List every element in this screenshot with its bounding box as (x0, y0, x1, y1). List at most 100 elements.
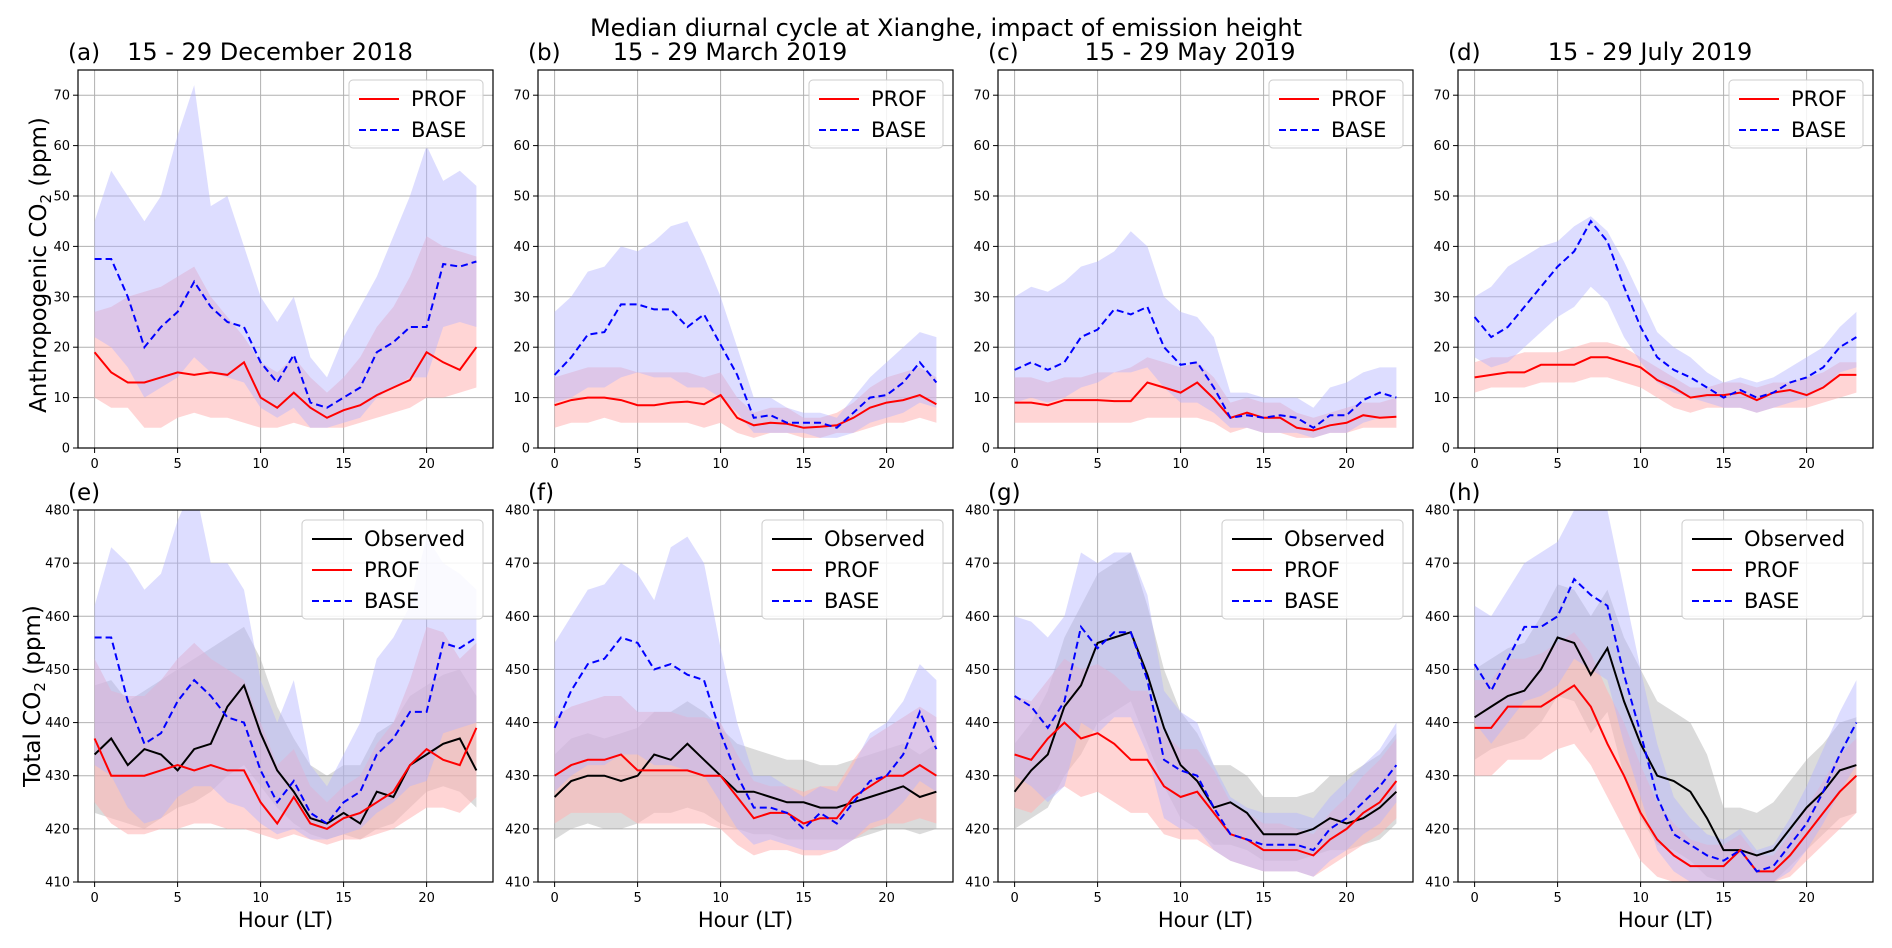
y-tick-label: 20 (973, 341, 990, 356)
x-tick-label: 15 (795, 891, 812, 906)
y-tick-label: 460 (505, 610, 530, 625)
band-base (554, 536, 937, 851)
series-layer (1473, 216, 1857, 413)
x-tick-label: 15 (1255, 891, 1272, 906)
panel-title: 15 - 29 December 2018 (127, 38, 413, 66)
x-tick-label: 5 (1093, 457, 1101, 472)
x-tick-label: 15 (1715, 457, 1732, 472)
plot-frame (77, 69, 494, 449)
y-tick-label: 410 (45, 876, 70, 891)
band-base (1474, 510, 1857, 882)
panel-label: (e) (68, 480, 100, 506)
panel-label: (g) (988, 480, 1021, 506)
band-prof (554, 696, 937, 856)
y-tick-label: 470 (45, 557, 70, 572)
y-tick-label: 20 (53, 341, 70, 356)
y-tick-label: 460 (45, 610, 70, 625)
x-tick-label: 5 (633, 457, 641, 472)
x-tick-label: 20 (1338, 891, 1355, 906)
x-tick-label: 5 (173, 891, 181, 906)
plot-frame (1457, 69, 1874, 449)
x-tick-label: 0 (90, 457, 98, 472)
x-tick-label: 15 (795, 457, 812, 472)
line-base (94, 636, 477, 825)
legend-box (1681, 519, 1864, 620)
line-prof (1014, 721, 1398, 857)
legend-label-prof: PROF (411, 87, 467, 111)
x-tick-label: 5 (173, 457, 181, 472)
legend: PROF BASE (808, 79, 944, 149)
legend: PROF BASE (1728, 79, 1864, 149)
y-tick-label: 30 (973, 290, 990, 305)
legend-label-prof: PROF (1744, 558, 1800, 582)
x-tick-label: 20 (1798, 457, 1815, 472)
panel-b: 0 5 10 15 20 0 10 20 30 40 50 60 70 (b) 15 - 29 March … (513, 38, 954, 472)
legend-label-base: BASE (824, 589, 879, 613)
legend: Observed PROF BASE (301, 519, 484, 620)
y-tick-label: 480 (505, 504, 530, 519)
band-prof (94, 236, 477, 428)
panel-label: (h) (1448, 480, 1481, 506)
y-tick-label: 420 (45, 822, 70, 837)
legend-label-base: BASE (871, 118, 926, 142)
y-tick-label: 470 (965, 557, 990, 572)
y-tick-label: 480 (1425, 504, 1450, 519)
panel-e: 0 5 10 15 20 410 420 430 440 450 460 470 480(e) Hour … (45, 480, 494, 932)
y-tick-label: 470 (1425, 557, 1450, 572)
y-tick-label: 70 (513, 89, 530, 104)
y-tick-label: 60 (513, 139, 530, 154)
legend-label-prof: PROF (364, 558, 420, 582)
x-tick-label: 20 (418, 457, 435, 472)
y-tick-label: 440 (45, 716, 70, 731)
y-tick-label: 410 (1425, 876, 1450, 891)
y-tick-label: 430 (965, 769, 990, 784)
y-tick-label: 430 (45, 769, 70, 784)
panel-label: (c) (988, 40, 1019, 66)
y-tick-label: 60 (1433, 139, 1450, 154)
y-tick-label: 40 (513, 240, 530, 255)
x-tick-label: 20 (1338, 457, 1355, 472)
y-tick-label: 60 (973, 139, 990, 154)
y-tick-label: 10 (1433, 391, 1450, 406)
x-tick-label: 0 (1010, 457, 1018, 472)
y-tick-label: 30 (1433, 290, 1450, 305)
y-tick-label: 0 (522, 442, 530, 457)
band-prof (94, 626, 477, 845)
series-layer (1473, 510, 1858, 882)
band-prof (1474, 342, 1857, 413)
panel-label: (d) (1448, 40, 1481, 66)
y-tick-label: 20 (513, 341, 530, 356)
legend-label-observed: Observed (364, 527, 465, 551)
x-tick-label: 20 (878, 891, 895, 906)
band-prof (554, 367, 937, 438)
figure-title: Median diurnal cycle at Xianghe, impact … (590, 14, 1302, 42)
y-tick-label: 40 (53, 240, 70, 255)
legend-label-base: BASE (364, 589, 419, 613)
panel-h: 0 5 10 15 20 410 420 430 440 450 460 470 480(h) Hour … (1425, 480, 1874, 932)
y-tick-label: 460 (965, 610, 990, 625)
line-prof (93, 346, 478, 419)
x-tick-label: 10 (712, 457, 729, 472)
panel-title: 15 - 29 March 2019 (613, 38, 848, 66)
y-tick-label: 70 (1433, 89, 1450, 104)
x-tick-label: 5 (1553, 457, 1561, 472)
y-tick-label: 450 (505, 663, 530, 678)
band-base (94, 85, 477, 428)
legend-label-observed: Observed (1744, 527, 1845, 551)
y-tick-label: 450 (1425, 663, 1450, 678)
x-tick-label: 0 (1470, 891, 1478, 906)
y-tick-label: 10 (513, 391, 530, 406)
y-tick-label: 50 (1433, 190, 1450, 205)
band-prof (1014, 357, 1397, 438)
series-layer (553, 221, 938, 438)
series-layer (1013, 552, 1398, 877)
panel-title: 15 - 29 July 2019 (1548, 38, 1753, 66)
legend: PROF BASE (1268, 79, 1404, 149)
legend-box (301, 519, 484, 620)
y-tick-label: 480 (45, 504, 70, 519)
line-prof (1014, 381, 1397, 432)
line-prof (554, 393, 937, 429)
y-tick-label: 40 (973, 240, 990, 255)
